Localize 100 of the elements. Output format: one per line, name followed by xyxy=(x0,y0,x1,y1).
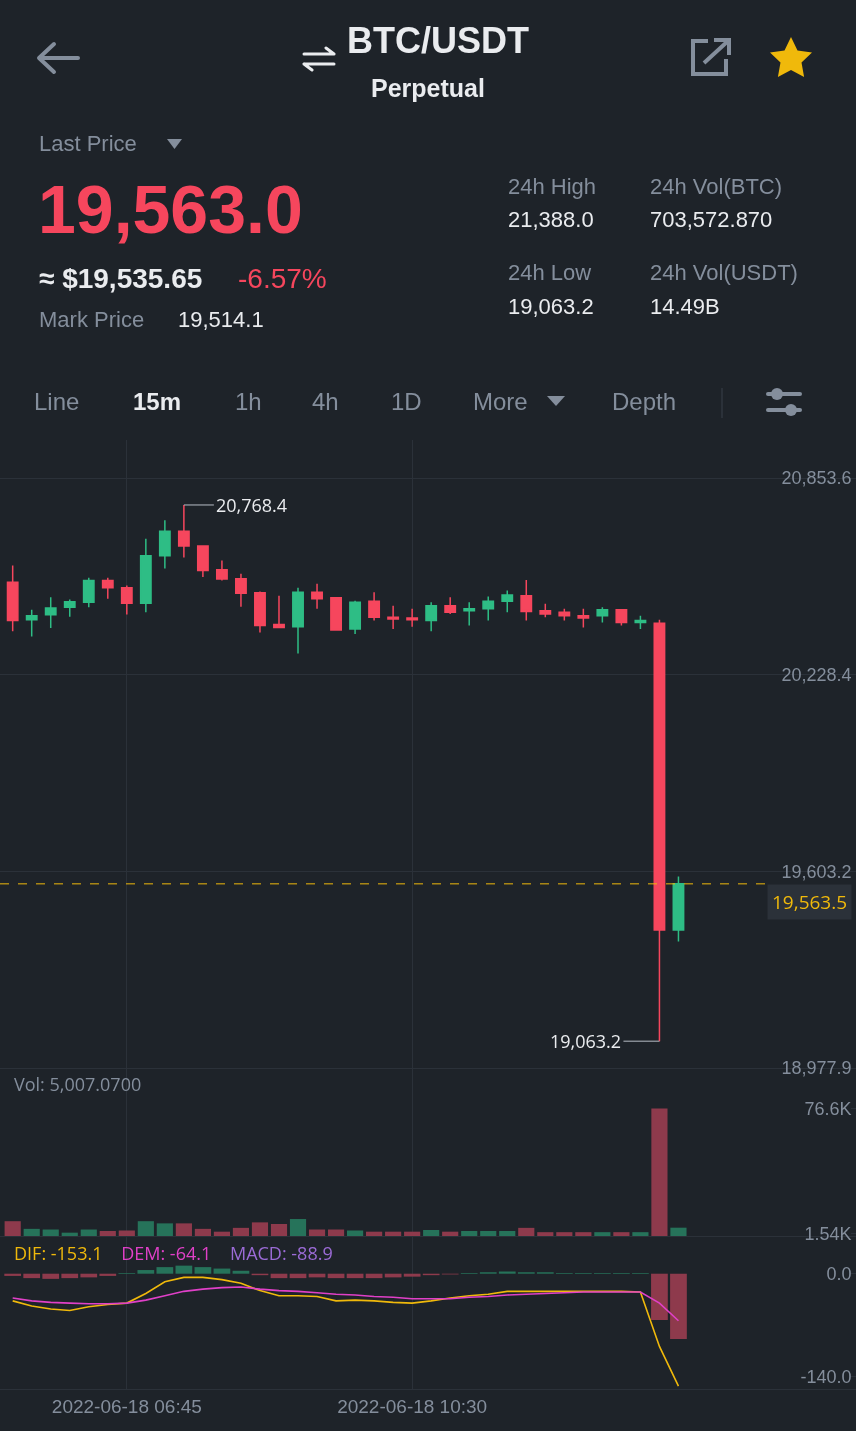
candlestick xyxy=(558,608,571,622)
candlestick xyxy=(177,504,190,559)
text: Mark Price xyxy=(39,307,145,333)
candlestick xyxy=(311,582,323,610)
bar xyxy=(308,1229,326,1236)
text: 19,063.2 xyxy=(508,294,594,320)
bar xyxy=(80,1229,97,1236)
text: 19,563.0 xyxy=(38,170,303,249)
text: BTC/USDT xyxy=(347,20,529,62)
bar xyxy=(118,1230,135,1236)
candlestick xyxy=(120,584,133,616)
bar xyxy=(499,1231,516,1236)
candlestick xyxy=(215,559,228,582)
text: 19,514.1 xyxy=(178,307,264,333)
bar xyxy=(403,1273,421,1277)
candlestick xyxy=(292,587,304,655)
candlestick xyxy=(158,519,171,570)
y-tick-label: 76.6K xyxy=(804,1098,852,1119)
candlestick xyxy=(235,572,247,608)
bar xyxy=(670,1227,687,1236)
annotation: 20,768.4 xyxy=(216,493,288,517)
bar xyxy=(480,1231,497,1236)
bar xyxy=(327,1229,345,1236)
bar xyxy=(99,1273,117,1276)
bar xyxy=(366,1231,383,1236)
series-label: DEM: -64.1 xyxy=(121,1241,212,1265)
text: 24h Vol(USDT) xyxy=(650,260,798,286)
bar xyxy=(461,1231,478,1236)
annotation: 19,063.2 xyxy=(550,1029,622,1053)
annotation: Vol: 5,007.0700 xyxy=(14,1072,142,1096)
bar xyxy=(289,1219,307,1236)
bar xyxy=(194,1228,211,1236)
text: 14.49B xyxy=(650,294,720,320)
text: Perpetual xyxy=(370,74,486,103)
bar xyxy=(632,1232,649,1236)
candlestick xyxy=(539,603,552,619)
bar xyxy=(137,1221,154,1236)
y-tick-label: 19,603.2 xyxy=(781,861,852,882)
text: ≈ $19,535.65 xyxy=(39,263,203,296)
text: 24h High xyxy=(508,174,597,200)
bar xyxy=(4,1221,21,1236)
text: 1h xyxy=(235,388,262,416)
candlestick xyxy=(330,596,342,632)
candlestick xyxy=(653,619,666,1042)
x-tick-label: 2022-06-18 06:45 xyxy=(51,1395,202,1417)
text: Line xyxy=(34,388,80,416)
bar xyxy=(137,1270,155,1274)
candlestick xyxy=(615,609,628,627)
candlestick xyxy=(520,579,533,622)
bar xyxy=(498,1271,516,1274)
candlestick xyxy=(672,875,685,943)
bar xyxy=(670,1273,687,1339)
candlestick xyxy=(273,594,285,629)
bar xyxy=(42,1273,60,1279)
y-tick-label: 20,853.6 xyxy=(781,468,852,489)
text: 15m xyxy=(133,388,182,416)
y-tick-label: 0.0 xyxy=(826,1264,852,1285)
candlestick xyxy=(444,596,457,615)
line-series xyxy=(11,1286,680,1322)
candlestick xyxy=(6,564,19,632)
series-label: DIF: -153.1 xyxy=(14,1241,103,1265)
y-tick-label: 1.54K xyxy=(804,1223,852,1244)
candlestick xyxy=(482,595,495,622)
text: 24h Vol(BTC) xyxy=(650,174,783,200)
text: 703,572.870 xyxy=(650,207,773,233)
text: -6.57% xyxy=(238,263,327,296)
bar xyxy=(156,1267,174,1274)
ref-line-label: 19,563.5 xyxy=(772,889,848,915)
bar xyxy=(537,1232,554,1236)
candlestick xyxy=(406,608,419,628)
bar xyxy=(651,1108,668,1236)
bar xyxy=(4,1273,22,1276)
candlestick xyxy=(387,604,400,630)
bar xyxy=(594,1232,611,1236)
bar xyxy=(423,1230,440,1236)
line-series xyxy=(11,1276,680,1387)
candlestick xyxy=(425,601,438,632)
candlestick xyxy=(463,601,476,627)
bar xyxy=(651,1273,668,1320)
x-tick-label: 2022-06-18 10:30 xyxy=(337,1395,488,1417)
bar xyxy=(194,1267,212,1274)
bar xyxy=(404,1231,421,1236)
candlestick xyxy=(501,589,514,614)
candlestick xyxy=(196,545,209,578)
bar xyxy=(556,1232,573,1236)
candlestick xyxy=(368,591,381,622)
bar xyxy=(175,1223,192,1236)
bar xyxy=(61,1273,79,1279)
bar xyxy=(23,1228,40,1236)
bar xyxy=(251,1222,269,1236)
bar xyxy=(347,1230,364,1236)
text: Last Price xyxy=(39,131,137,157)
bar xyxy=(442,1231,459,1236)
text: 1D xyxy=(391,388,422,416)
candlestick xyxy=(101,576,114,600)
bar xyxy=(518,1227,535,1236)
candlestick xyxy=(44,596,57,629)
candlestick xyxy=(349,599,362,635)
bar xyxy=(575,1232,592,1236)
y-tick-label: 20,228.4 xyxy=(781,665,852,686)
